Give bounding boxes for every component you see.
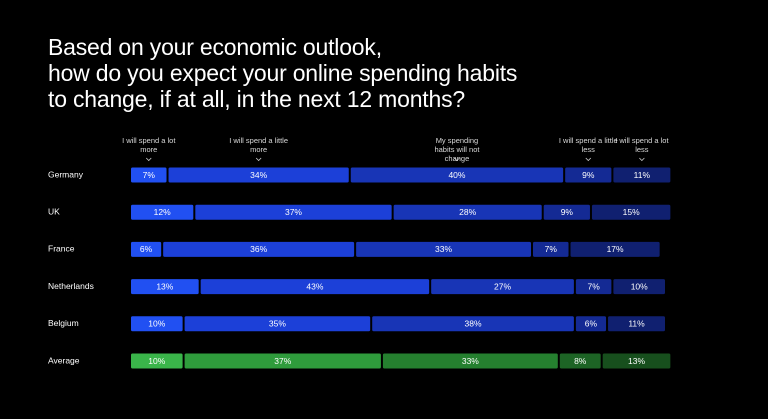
value-label: 6% xyxy=(140,244,153,254)
value-label: 27% xyxy=(494,281,511,291)
value-label: 43% xyxy=(306,281,323,291)
row-label: Germany xyxy=(48,169,84,179)
bar-segment xyxy=(575,316,607,332)
bar-segment xyxy=(393,204,542,220)
legend-entry: I will spend a lot more xyxy=(122,136,176,154)
bar-segment xyxy=(131,279,199,295)
chevron xyxy=(145,157,152,162)
value-label: 13% xyxy=(628,356,645,366)
bar-segment xyxy=(356,241,531,257)
bar-segment xyxy=(602,353,671,369)
legend-entry: I will spend a lot less xyxy=(615,136,669,154)
value-label: 40% xyxy=(448,170,465,180)
value-label: 9% xyxy=(561,207,574,217)
bar-segment xyxy=(431,279,574,295)
value-label: 12% xyxy=(154,207,171,217)
bar-segment xyxy=(570,241,660,257)
bar-segment xyxy=(163,241,355,257)
title-line: Based on your economic outlook, xyxy=(48,34,382,60)
value-label: 35% xyxy=(269,319,286,329)
bar-segment xyxy=(559,353,601,369)
value-label: 17% xyxy=(607,244,624,254)
bar-segment xyxy=(184,353,381,369)
value-label: 38% xyxy=(465,319,482,329)
value-label: 8% xyxy=(574,356,587,366)
row-label: UK xyxy=(48,206,60,216)
bar-segment xyxy=(195,204,392,220)
value-label: 11% xyxy=(634,170,651,180)
value-label: 28% xyxy=(459,207,476,217)
value-label: 11% xyxy=(628,319,645,329)
value-label: 10% xyxy=(631,281,648,291)
value-label: 34% xyxy=(250,170,267,180)
bar-segment xyxy=(372,316,574,332)
chevron xyxy=(639,157,645,162)
bar-segment xyxy=(575,279,612,295)
bar-segment xyxy=(565,167,612,183)
value-label: 6% xyxy=(585,319,598,329)
row-label: Netherlands xyxy=(48,281,94,291)
bar-segment xyxy=(184,316,371,332)
bar-segment xyxy=(350,167,564,183)
bar-segment xyxy=(591,204,671,220)
row-label: France xyxy=(48,244,75,254)
bar-segment xyxy=(200,279,430,295)
legend-entry: My spending habits will not change xyxy=(434,136,480,163)
value-label: 33% xyxy=(435,244,452,254)
chevron xyxy=(454,157,460,162)
row-label: Belgium xyxy=(48,318,79,328)
value-label: 7% xyxy=(545,244,558,254)
row-label: Average xyxy=(48,355,80,365)
value-label: 37% xyxy=(285,207,302,217)
bar-segment xyxy=(613,279,665,295)
bar-segment xyxy=(533,241,569,257)
bar-segment xyxy=(543,204,590,220)
value-label: 10% xyxy=(148,356,165,366)
title-line: to change, if at all, in the next 12 mon… xyxy=(48,86,465,112)
bar-segment xyxy=(131,353,183,369)
value-label: 10% xyxy=(148,319,165,329)
title-line: how do you expect your online spending h… xyxy=(48,60,518,86)
chevron xyxy=(255,157,262,162)
value-label: 7% xyxy=(587,281,600,291)
value-label: 13% xyxy=(156,281,173,291)
value-label: 7% xyxy=(143,170,156,180)
bar-segment xyxy=(131,316,183,332)
bar-segment xyxy=(608,316,665,332)
legend-entry: I will spend a little more xyxy=(229,136,289,154)
chevron xyxy=(585,157,592,162)
legend-entry: I will spend a little less xyxy=(558,136,618,154)
bar-segment xyxy=(131,167,167,183)
value-label: 9% xyxy=(582,170,595,180)
value-label: 36% xyxy=(250,244,267,254)
bar-segment xyxy=(168,167,349,183)
bar-segment xyxy=(613,167,671,183)
value-label: 15% xyxy=(623,207,640,217)
value-label: 33% xyxy=(462,356,479,366)
bar-segment xyxy=(382,353,558,369)
value-label: 37% xyxy=(274,356,291,366)
chart-title: Based on your economic outlook, how do yo… xyxy=(48,34,517,112)
bar-segment xyxy=(131,241,162,257)
bar-segment xyxy=(131,204,194,220)
